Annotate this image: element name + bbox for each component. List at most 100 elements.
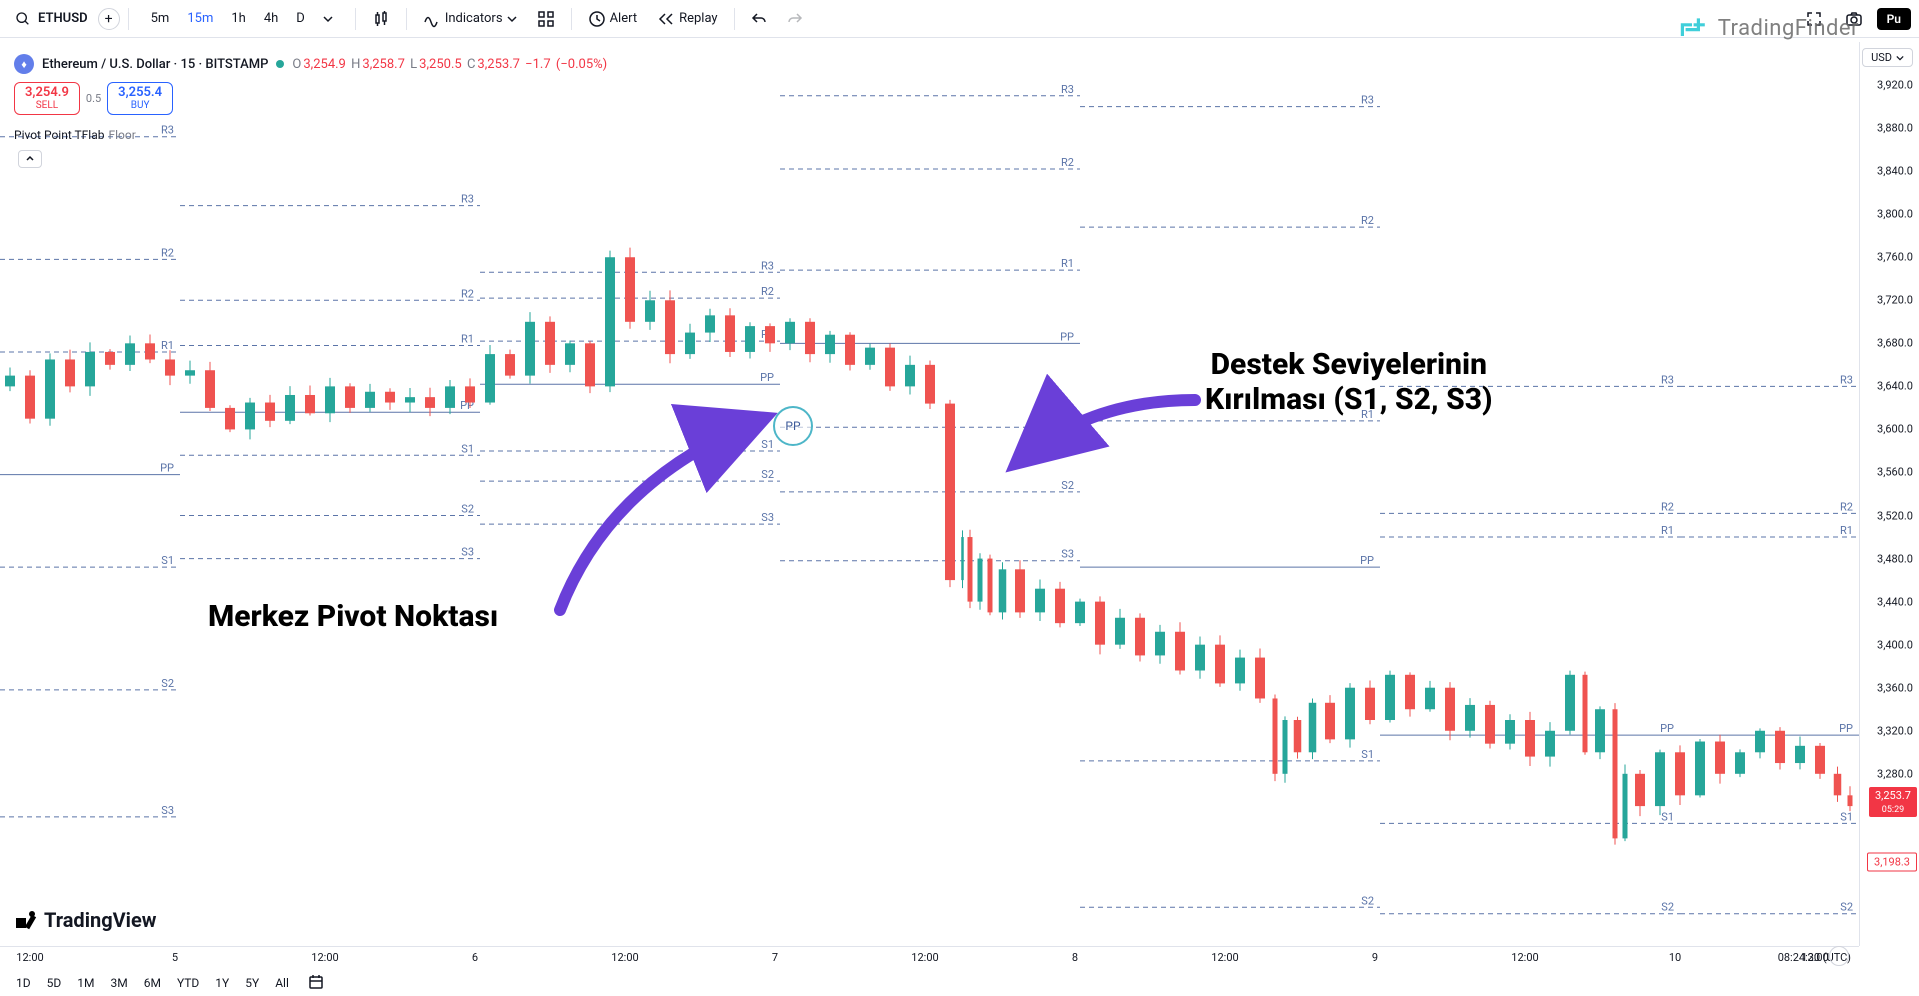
svg-text:PP: PP [1660,722,1674,735]
price-axis[interactable]: 3,920.03,880.03,840.03,800.03,760.03,720… [1859,42,1919,946]
goto-date-icon[interactable] [1829,946,1849,966]
annotation-left: Merkez Pivot Noktası [208,600,498,635]
svg-text:S1: S1 [161,554,174,567]
range-YTD[interactable]: YTD [171,974,205,992]
svg-text:S2: S2 [1840,901,1853,914]
chart-svg: R3R2R1PPS1S2S3R3R2R1PPS1S2S3R3R2R1PPS1S2… [0,42,1859,946]
currency-selector[interactable]: USD [1862,48,1913,67]
svg-text:R3: R3 [1361,94,1374,107]
sell-button[interactable]: 3,254.9SELL [14,82,80,115]
annotation-right: Destek SeviyelerininKırılması (S1, S2, S… [1205,348,1493,417]
range-bar: 1D5D1M3M 6MYTD1Y5YAll [0,970,1919,996]
svg-text:S2: S2 [1061,479,1074,492]
range-All[interactable]: All [269,974,295,992]
svg-text:PP: PP [1360,554,1374,567]
svg-text:R1: R1 [1061,257,1074,270]
symbol-text: ETHUSD [38,11,88,26]
chart-area[interactable]: R3R2R1PPS1S2S3R3R2R1PPS1S2S3R3R2R1PPS1S2… [0,42,1859,946]
price-tick: 3,560.0 [1877,466,1913,479]
time-tick: 12:00 [16,951,43,964]
range-3M[interactable]: 3M [104,974,133,992]
price-tick: 3,520.0 [1877,509,1913,522]
range-6M[interactable]: 6M [138,974,167,992]
price-tick: 3,840.0 [1877,165,1913,178]
time-tick: 5 [172,951,178,964]
price-tick: 3,800.0 [1877,208,1913,221]
svg-text:PP: PP [1839,722,1853,735]
collapse-button[interactable] [18,150,42,168]
svg-text:R2: R2 [1361,214,1374,227]
price-tick: 3,400.0 [1877,638,1913,651]
range-1M[interactable]: 1M [71,974,100,992]
indicator-legend[interactable]: Pivot Point TFlabFloor [14,128,136,142]
tf-1h[interactable]: 1h [223,7,253,30]
svg-text:R1: R1 [461,332,474,345]
alert-button[interactable]: Alert [580,6,646,32]
tf-4h[interactable]: 4h [256,7,286,30]
tradingfinder-icon [1676,12,1708,44]
buy-button[interactable]: 3,255.4BUY [107,82,173,115]
svg-text:R3: R3 [461,193,474,206]
range-1D[interactable]: 1D [10,974,37,992]
tf-5m[interactable]: 5m [143,7,178,30]
svg-text:PP: PP [760,371,774,384]
time-tick: 6 [472,951,478,964]
countdown-tag: 3,198.3 [1867,852,1917,871]
svg-text:R3: R3 [1840,373,1853,386]
svg-text:S1: S1 [1061,414,1074,427]
svg-text:S1: S1 [1840,810,1853,823]
order-panel: 3,254.9SELL 0.5 3,255.4BUY [14,82,173,115]
price-tick: 3,720.0 [1877,294,1913,307]
time-tick: 12:00 [311,951,338,964]
top-toolbar: ETHUSD + 5m 15m 1h 4h D Indicators Alert… [0,0,1919,38]
svg-text:R1: R1 [1840,524,1853,537]
svg-text:R2: R2 [161,246,174,259]
symbol-search[interactable]: ETHUSD [8,10,94,28]
svg-text:S2: S2 [1361,894,1374,907]
templates-button[interactable] [529,6,563,32]
search-icon [14,10,32,28]
svg-text:PP: PP [1060,330,1074,343]
time-axis[interactable]: 08:24:30 (UTC) 12:00512:00612:00712:0081… [0,946,1859,970]
range-5D[interactable]: 5D [41,974,68,992]
eth-icon: ♦ [14,54,34,74]
undo-button[interactable] [743,7,775,31]
price-tick: 3,760.0 [1877,251,1913,264]
range-1Y[interactable]: 1Y [209,974,235,992]
svg-text:R3: R3 [1061,83,1074,96]
add-symbol-button[interactable]: + [98,8,120,30]
svg-text:R1: R1 [1661,524,1674,537]
svg-text:R2: R2 [1840,500,1853,513]
time-tick: 7 [772,951,778,964]
indicators-button[interactable]: Indicators [415,6,525,32]
redo-button[interactable] [779,7,811,31]
spread-value: 0.5 [86,92,101,105]
replay-button[interactable]: Replay [649,6,726,32]
price-tick: 3,320.0 [1877,724,1913,737]
publish-button[interactable]: Pu [1877,8,1911,30]
tf-15m[interactable]: 15m [179,7,221,30]
tf-D[interactable]: D [288,7,313,30]
svg-text:PP: PP [160,462,174,475]
svg-text:R2: R2 [1661,500,1674,513]
svg-text:R3: R3 [161,124,174,137]
calendar-icon[interactable] [307,973,325,994]
svg-text:R2: R2 [461,287,474,300]
svg-text:S3: S3 [761,511,774,524]
svg-text:S2: S2 [1661,901,1674,914]
svg-text:R2: R2 [761,285,774,298]
price-tick: 3,920.0 [1877,79,1913,92]
candle-style-button[interactable] [364,6,398,32]
svg-text:S1: S1 [1361,748,1374,761]
svg-text:S1: S1 [761,438,774,451]
price-tick: 3,440.0 [1877,595,1913,608]
time-tick: 12:00 [1211,951,1238,964]
svg-text:S2: S2 [461,503,474,516]
svg-text:R3: R3 [1661,373,1674,386]
ohlc-values: O3,254.9 H3,258.7 L3,250.5 C3,253.7 −1.7… [292,57,609,72]
time-tick: 10 [1669,951,1681,964]
svg-text:S1: S1 [461,442,474,455]
range-5Y[interactable]: 5Y [239,974,265,992]
tf-more[interactable] [315,10,341,28]
tradingview-logo: TradingView [14,908,156,932]
